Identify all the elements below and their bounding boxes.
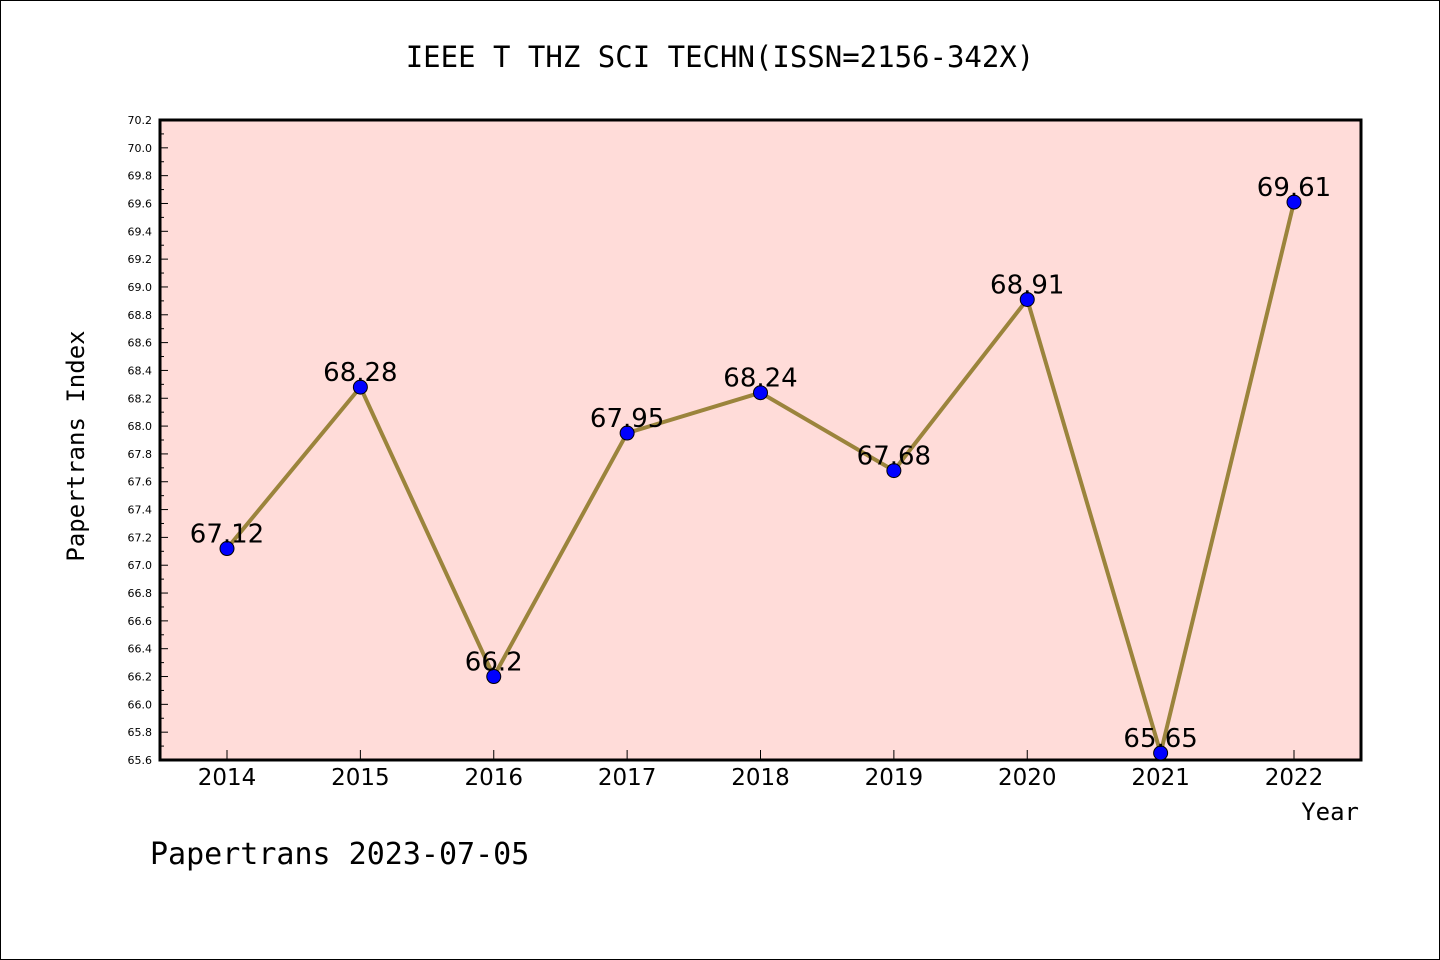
data-value-label: 67.12 <box>190 520 264 550</box>
data-value-label: 68.28 <box>323 358 397 388</box>
y-tick-label: 66.0 <box>128 698 153 711</box>
data-point <box>219 541 235 557</box>
x-axis-label: Year <box>1301 798 1359 826</box>
y-tick-label: 65.8 <box>128 726 153 739</box>
y-tick-label: 68.8 <box>128 309 153 322</box>
watermark-text: Papertrans 2023-07-05 <box>150 837 529 872</box>
chart-title: IEEE T THZ SCI TECHN(ISSN=2156-342X) <box>406 40 1035 74</box>
x-tick-label: 2015 <box>331 765 390 791</box>
y-tick-label: 65.6 <box>128 754 153 767</box>
y-tick-label: 67.4 <box>128 504 153 517</box>
y-tick-label: 67.2 <box>128 531 153 544</box>
y-tick-label: 67.6 <box>128 476 153 489</box>
y-tick-label: 66.4 <box>128 643 153 656</box>
y-tick-label: 69.0 <box>128 281 153 294</box>
data-point <box>352 379 368 395</box>
y-axis-ticks: 65.6 65.8 66.0 66.2 66.4 66.6 66.8 67.0 67.2 67.4… <box>128 114 168 767</box>
data-point <box>753 385 768 401</box>
data-point <box>486 669 502 685</box>
y-tick-label: 66.8 <box>128 587 153 600</box>
x-tick-label: 2018 <box>731 765 790 791</box>
x-tick-label: 2014 <box>198 765 257 791</box>
x-axis-ticks: 2014 2015 2016 2017 2018 2019 2020 2021 2022 <box>198 750 1324 791</box>
data-point <box>886 463 902 479</box>
x-tick-label: 2017 <box>598 765 657 791</box>
data-value-label: 65.65 <box>1123 724 1197 754</box>
x-tick-label: 2022 <box>1265 765 1324 791</box>
y-tick-label: 69.8 <box>128 170 153 183</box>
y-tick-label: 67.8 <box>128 448 153 461</box>
y-axis-label: Papertrans Index <box>62 330 90 561</box>
data-point <box>1286 194 1302 210</box>
x-tick-label: 2019 <box>865 765 924 791</box>
data-point <box>1153 745 1169 761</box>
y-tick-label: 70.0 <box>128 142 153 155</box>
data-markers <box>219 194 1302 761</box>
data-point <box>1019 291 1035 307</box>
data-value-label: 67.95 <box>590 404 664 434</box>
y-tick-label: 68.0 <box>128 420 153 433</box>
y-tick-label: 68.2 <box>128 392 153 405</box>
x-tick-label: 2021 <box>1131 765 1190 791</box>
y-tick-label: 69.6 <box>128 197 153 210</box>
x-tick-label: 2020 <box>998 765 1057 791</box>
data-value-label: 68.24 <box>723 364 797 394</box>
plot-area <box>158 118 1363 762</box>
data-value-label: 68.91 <box>990 270 1064 300</box>
y-tick-label: 69.2 <box>128 253 153 266</box>
x-tick-label: 2016 <box>464 765 523 791</box>
data-value-label: 66.2 <box>465 648 523 678</box>
data-labels: 67.12 68.28 66.2 67.95 68.24 67.68 68.91 65.65 6… <box>190 173 1331 754</box>
y-tick-label: 68.6 <box>128 337 153 350</box>
y-tick-label: 68.4 <box>128 364 153 377</box>
y-tick-label: 66.6 <box>128 615 153 628</box>
y-tick-label: 67.0 <box>128 559 153 572</box>
data-value-label: 67.68 <box>857 442 931 472</box>
y-tick-label: 66.2 <box>128 671 153 684</box>
y-tick-label: 69.4 <box>128 225 153 238</box>
data-point <box>619 425 635 441</box>
y-tick-label: 70.2 <box>128 114 153 127</box>
data-value-label: 69.61 <box>1257 173 1331 203</box>
